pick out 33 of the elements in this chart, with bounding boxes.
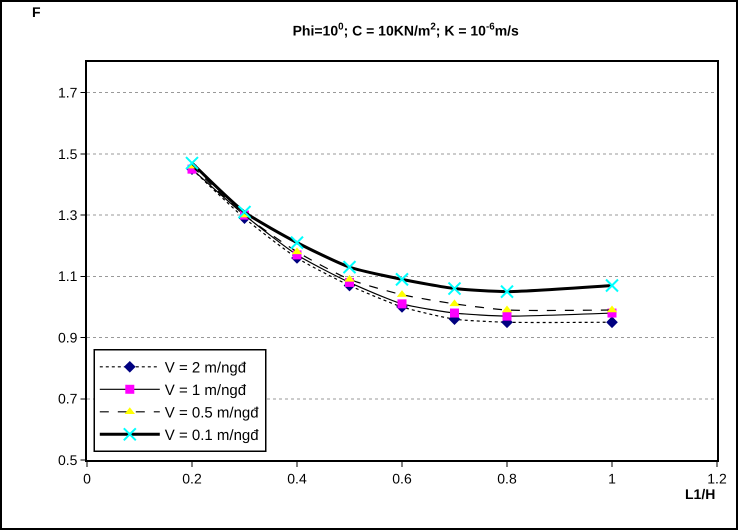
point: [185, 156, 199, 170]
x-tick-label: 0.4: [287, 470, 307, 487]
legend-label: V = 0.5 m/ngđ: [164, 404, 260, 422]
x-tick-label: 1.2: [707, 470, 727, 487]
y-tick-label: 1.3: [58, 206, 78, 223]
y-tick-label: 0.5: [58, 452, 78, 468]
point: [500, 284, 514, 299]
point: [502, 312, 512, 321]
point: [342, 260, 356, 274]
point: [606, 316, 618, 328]
y-tick-label: 0.7: [58, 390, 78, 407]
y-tick-label: 1.1: [58, 268, 78, 284]
point: [398, 299, 406, 308]
point: [395, 272, 409, 286]
legend-label: V = 1 m/ngđ: [164, 382, 247, 400]
x-tick-label: 0: [83, 470, 92, 487]
point: [605, 278, 619, 292]
x-tick-label: 0.2: [182, 470, 202, 487]
x-axis-title: L1/H: [685, 486, 716, 502]
legend-label: V = 0.1 m/ngđ: [164, 427, 260, 444]
point: [450, 308, 459, 318]
y-tick-label: 1.7: [58, 84, 78, 101]
x-tick-label: 0.8: [497, 470, 517, 487]
chart-title: Phi=10$^{0}$; C = 10KN/m$^{2}$; K = 10$^{-6}$m/s: [292, 22, 520, 38]
y-axis-title: F: [32, 4, 41, 20]
y-tick-label: 1.5: [58, 146, 78, 162]
legend-label: V = 2 m/ngđ: [164, 360, 247, 377]
point: [448, 282, 462, 296]
point: [238, 205, 252, 220]
point: [290, 236, 304, 250]
x-tick-label: 1: [608, 470, 616, 487]
x-tick-label: 0.6: [392, 470, 412, 487]
y-tick-label: 0.9: [58, 329, 78, 346]
